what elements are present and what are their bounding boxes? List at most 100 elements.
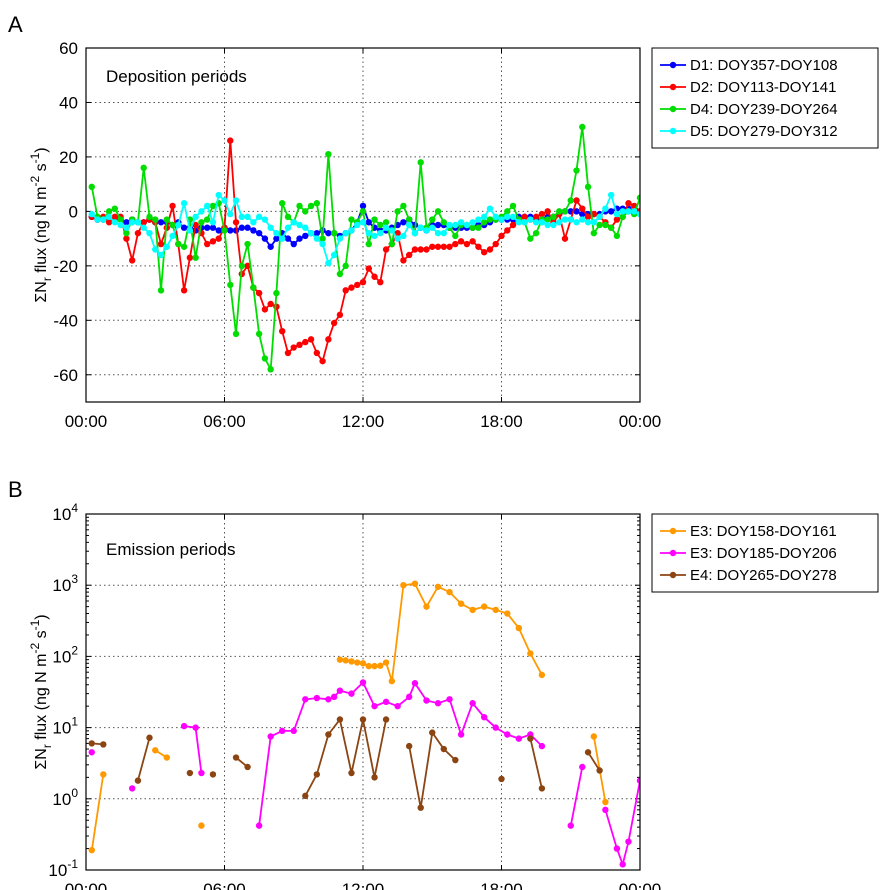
data-point-d2 (377, 278, 384, 286)
data-point-d5 (457, 219, 465, 226)
data-point-d4 (209, 202, 217, 210)
data-point-d2 (382, 246, 390, 253)
data-point-d4 (198, 219, 205, 226)
data-point-d2 (290, 344, 297, 351)
data-point-d4 (602, 221, 609, 229)
data-point-d1 (434, 221, 442, 229)
data-point-d4 (330, 229, 338, 237)
data-point-e3 (538, 671, 546, 679)
data-point-d4 (544, 216, 551, 223)
data-point-d5 (128, 219, 136, 226)
data-point-d2 (261, 306, 269, 313)
panel-title: Emission periods (106, 540, 235, 559)
x-tick-label: 12:00 (342, 880, 385, 890)
data-point-d4 (550, 213, 557, 221)
data-point-d5 (423, 227, 430, 234)
data-point-d4 (405, 216, 413, 223)
data-point-d5 (377, 229, 384, 237)
data-point-d2 (446, 243, 453, 250)
data-point-d4 (417, 159, 424, 166)
data-point-d4 (123, 229, 130, 237)
data-point-e3 (625, 838, 632, 845)
data-point-e3 (279, 727, 286, 735)
data-point-d2 (319, 357, 326, 365)
data-point-d5 (434, 229, 442, 237)
data-point-d1 (123, 219, 130, 226)
data-point-d2 (215, 235, 222, 242)
data-point-d2 (284, 349, 292, 357)
data-point-d5 (550, 221, 557, 229)
data-point-d2 (561, 235, 569, 242)
data-point-e4 (348, 769, 355, 777)
data-point-e3 (290, 727, 297, 735)
data-point-d4 (163, 216, 170, 223)
data-point-d2 (330, 319, 338, 327)
data-point-d2 (336, 311, 344, 319)
data-point-d4 (388, 240, 396, 248)
data-point-d2 (475, 243, 482, 250)
data-point-d1 (284, 235, 292, 242)
data-point-d2 (504, 227, 511, 234)
data-point-e4 (417, 804, 424, 811)
data-point-d1 (157, 219, 165, 226)
data-point-d4 (105, 208, 113, 215)
data-point-d5 (267, 224, 274, 231)
data-point-e3 (88, 846, 95, 854)
data-point-d2 (140, 219, 147, 226)
data-point-e4 (336, 716, 344, 723)
data-point-d5 (134, 219, 142, 226)
data-point-e3 (567, 822, 574, 829)
x-tick-label: 00:00 (65, 880, 108, 890)
data-point-d1 (400, 219, 407, 226)
data-point-d4 (452, 232, 459, 240)
data-point-d4 (504, 208, 511, 215)
data-point-d4 (359, 208, 367, 215)
x-tick-label: 06:00 (203, 412, 246, 431)
data-point-d1 (250, 227, 257, 234)
data-point-e3 (382, 659, 390, 666)
data-point-d5 (325, 259, 332, 267)
data-point-d2 (579, 205, 586, 212)
data-point-d4 (232, 330, 240, 338)
data-point-d5 (417, 224, 424, 231)
data-point-e3 (348, 658, 355, 665)
data-point-e4 (498, 775, 505, 783)
data-point-e4 (232, 754, 240, 761)
data-point-d4 (284, 213, 292, 221)
legend-label: D4: DOY239-DOY264 (690, 101, 838, 118)
data-point-d5 (279, 235, 286, 242)
data-point-d4 (319, 235, 326, 242)
legend-swatch-marker (669, 83, 677, 91)
data-point-d4 (296, 202, 303, 210)
data-point-d2 (498, 232, 505, 240)
data-point-d2 (434, 243, 442, 250)
y-tick-label: 0 (69, 202, 78, 221)
data-point-e4 (584, 749, 592, 756)
data-point-d1 (261, 235, 269, 242)
legend-label: E4: DOY265-DOY278 (690, 567, 837, 584)
data-point-d5 (486, 205, 494, 212)
data-point-d2 (296, 341, 303, 349)
data-point-d5 (238, 213, 246, 221)
data-point-d2 (232, 219, 240, 226)
data-point-d2 (255, 289, 263, 297)
legend-box (651, 47, 879, 149)
y-tick-label: 60 (59, 39, 78, 58)
data-point-d5 (100, 216, 107, 223)
data-point-d2 (325, 336, 332, 343)
data-point-d5 (330, 251, 338, 259)
data-point-e4 (146, 734, 153, 741)
data-point-d2 (423, 246, 430, 253)
data-point-d1 (573, 208, 580, 215)
data-point-e3 (423, 603, 430, 610)
data-point-d4 (429, 216, 436, 223)
data-point-e4 (325, 731, 332, 738)
data-point-d5 (405, 221, 413, 229)
data-point-e3 (527, 650, 534, 657)
data-point-d4 (221, 227, 228, 234)
y-tick-label: 101 (52, 715, 78, 738)
x-tick-label: 06:00 (203, 880, 246, 890)
data-point-d4 (140, 164, 147, 172)
data-point-d5 (354, 221, 361, 229)
y-tick-label: -40 (53, 311, 78, 330)
